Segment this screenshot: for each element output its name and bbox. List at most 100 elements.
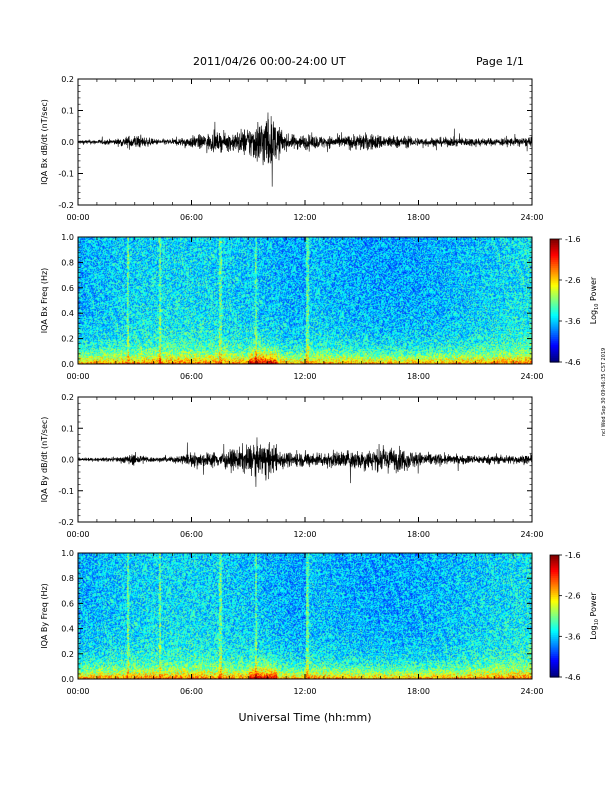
y-tick-label: 0.1: [61, 424, 74, 433]
x-axis-title: Universal Time (hh:mm): [239, 711, 372, 724]
colorbar-swatch: [550, 585, 559, 589]
x-tick-label: 12:00: [293, 687, 316, 696]
colorbar-swatch: [550, 344, 559, 348]
y-tick-label: 1.0: [61, 549, 74, 558]
colorbar-swatch: [550, 239, 559, 242]
page-number: Page 1/1: [476, 55, 524, 68]
colorbar-swatch: [550, 570, 559, 573]
spectrogram-image: [78, 237, 532, 364]
colorbar-swatch: [550, 600, 559, 604]
colorbar-frame: [549, 554, 560, 678]
colorbar-swatch: [550, 654, 559, 657]
colorbar-swatch: [550, 315, 559, 319]
y-tick-label: 0.2: [61, 650, 74, 659]
colorbar-swatch: [550, 240, 559, 244]
x-tick-label: 18:00: [407, 687, 430, 696]
colorbar-swatch: [550, 623, 559, 627]
side-timestamp: ncl Wed Sep 30 09:46:35 CST 2019: [601, 348, 607, 436]
colorbar-tick-label: -2.6: [565, 276, 581, 285]
colorbar-swatch: [550, 572, 559, 575]
y-tick-label: 0.4: [61, 625, 74, 634]
colorbar-swatch: [550, 288, 559, 292]
colorbar-swatch: [550, 356, 559, 359]
colorbar-swatch: [550, 583, 559, 587]
colorbar-swatch: [550, 650, 559, 653]
colorbar-swatch: [550, 250, 559, 254]
y-axis-title: IQA By Freq (Hz): [40, 583, 49, 649]
colorbar-swatch: [550, 265, 559, 269]
y-axis-title: IQA Bx dB/dt (nT/sec): [40, 99, 49, 185]
colorbar-swatch: [550, 333, 559, 336]
y-tick-label: 1.0: [61, 233, 74, 242]
colorbar-swatch: [550, 275, 559, 279]
x-tick-label: 18:00: [407, 530, 430, 539]
x-tick-label: 06:00: [180, 687, 203, 696]
colorbar-swatch: [550, 248, 559, 252]
colorbar-tick-label: -4.6: [565, 673, 581, 682]
colorbar-swatch: [550, 574, 559, 577]
colorbar-swatch: [550, 638, 559, 642]
x-tick-label: 06:00: [180, 530, 203, 539]
colorbar-swatch: [550, 657, 559, 661]
colorbar-swatch: [550, 610, 559, 613]
colorbar-tick-label: -3.6: [565, 632, 581, 641]
colorbar-swatch: [550, 244, 559, 248]
y-tick-label: -0.2: [58, 518, 74, 527]
y-tick-label: 0.0: [61, 675, 74, 684]
y-tick-label: 0.8: [61, 574, 74, 583]
colorbar-swatch: [550, 360, 559, 363]
colorbar-swatch: [550, 631, 559, 634]
colorbar-swatch: [550, 342, 559, 346]
colorbar-swatch: [550, 593, 559, 596]
colorbar-title: Log10 Power: [589, 276, 600, 324]
colorbar-swatch: [550, 564, 559, 568]
colorbar-swatch: [550, 556, 559, 560]
colorbar-swatch: [550, 612, 559, 615]
colorbar-swatch: [550, 323, 559, 327]
colorbar-swatch: [550, 589, 559, 592]
x-tick-label: 24:00: [520, 530, 543, 539]
colorbar-frame: [549, 238, 560, 363]
colorbar-swatch: [550, 644, 559, 648]
colorbar-swatch: [550, 635, 559, 638]
spectrogram-image: [78, 553, 532, 679]
y-tick-label: 0.2: [61, 75, 74, 84]
colorbar-swatch: [550, 271, 559, 275]
colorbar-swatch: [550, 568, 559, 571]
colorbar-swatch: [550, 358, 559, 361]
colorbar-swatch: [550, 667, 559, 670]
colorbar-swatch: [550, 625, 559, 629]
y-tick-label: 0.6: [61, 284, 74, 293]
colorbar-swatch: [550, 604, 559, 608]
colorbar-swatch: [550, 327, 559, 330]
y-tick-label: 0.0: [61, 456, 74, 465]
panel-by-spectrogram: -1.6 -2.6 -3.6 -4.6 Log10 Power 00:00 06:00 12:…: [40, 549, 600, 696]
colorbar-swatch: [550, 652, 559, 655]
colorbar-swatch: [550, 256, 559, 259]
colorbar-swatch: [550, 348, 559, 352]
page-title: 2011/04/26 00:00-24:00 UT: [193, 55, 346, 68]
colorbar-swatch: [550, 616, 559, 619]
colorbar-swatch: [550, 254, 559, 257]
colorbar-swatch: [550, 279, 559, 282]
colorbar-swatch: [550, 329, 559, 332]
spectrogram-canvas: [78, 237, 532, 364]
colorbar-swatch: [550, 555, 559, 558]
colorbar-swatch: [550, 560, 559, 564]
x-tick-label: 18:00: [407, 372, 430, 381]
colorbar-swatch: [550, 300, 559, 304]
panel-bx-spectrogram: -1.6 -2.6 -3.6 -4.6 Log10 Power 00:00 06:00 12:…: [40, 233, 600, 381]
colorbar-swatch: [550, 285, 559, 288]
colorbar-swatch: [550, 669, 559, 672]
x-tick-label: 12:00: [293, 213, 316, 222]
x-tick-label: 18:00: [407, 213, 430, 222]
x-tick-label: 24:00: [520, 372, 543, 381]
colorbar-swatch: [550, 354, 559, 357]
colorbar-swatch: [550, 246, 559, 250]
colorbar-swatch: [550, 292, 559, 296]
colorbar-swatch: [550, 621, 559, 625]
panel-by-dbdt: 00:00 06:00 12:00 18:00 24:00 -0.2 -0.1 0.0 0.1 0…: [40, 393, 544, 539]
colorbar-swatch: [550, 636, 559, 640]
colorbar-swatch: [550, 577, 559, 581]
